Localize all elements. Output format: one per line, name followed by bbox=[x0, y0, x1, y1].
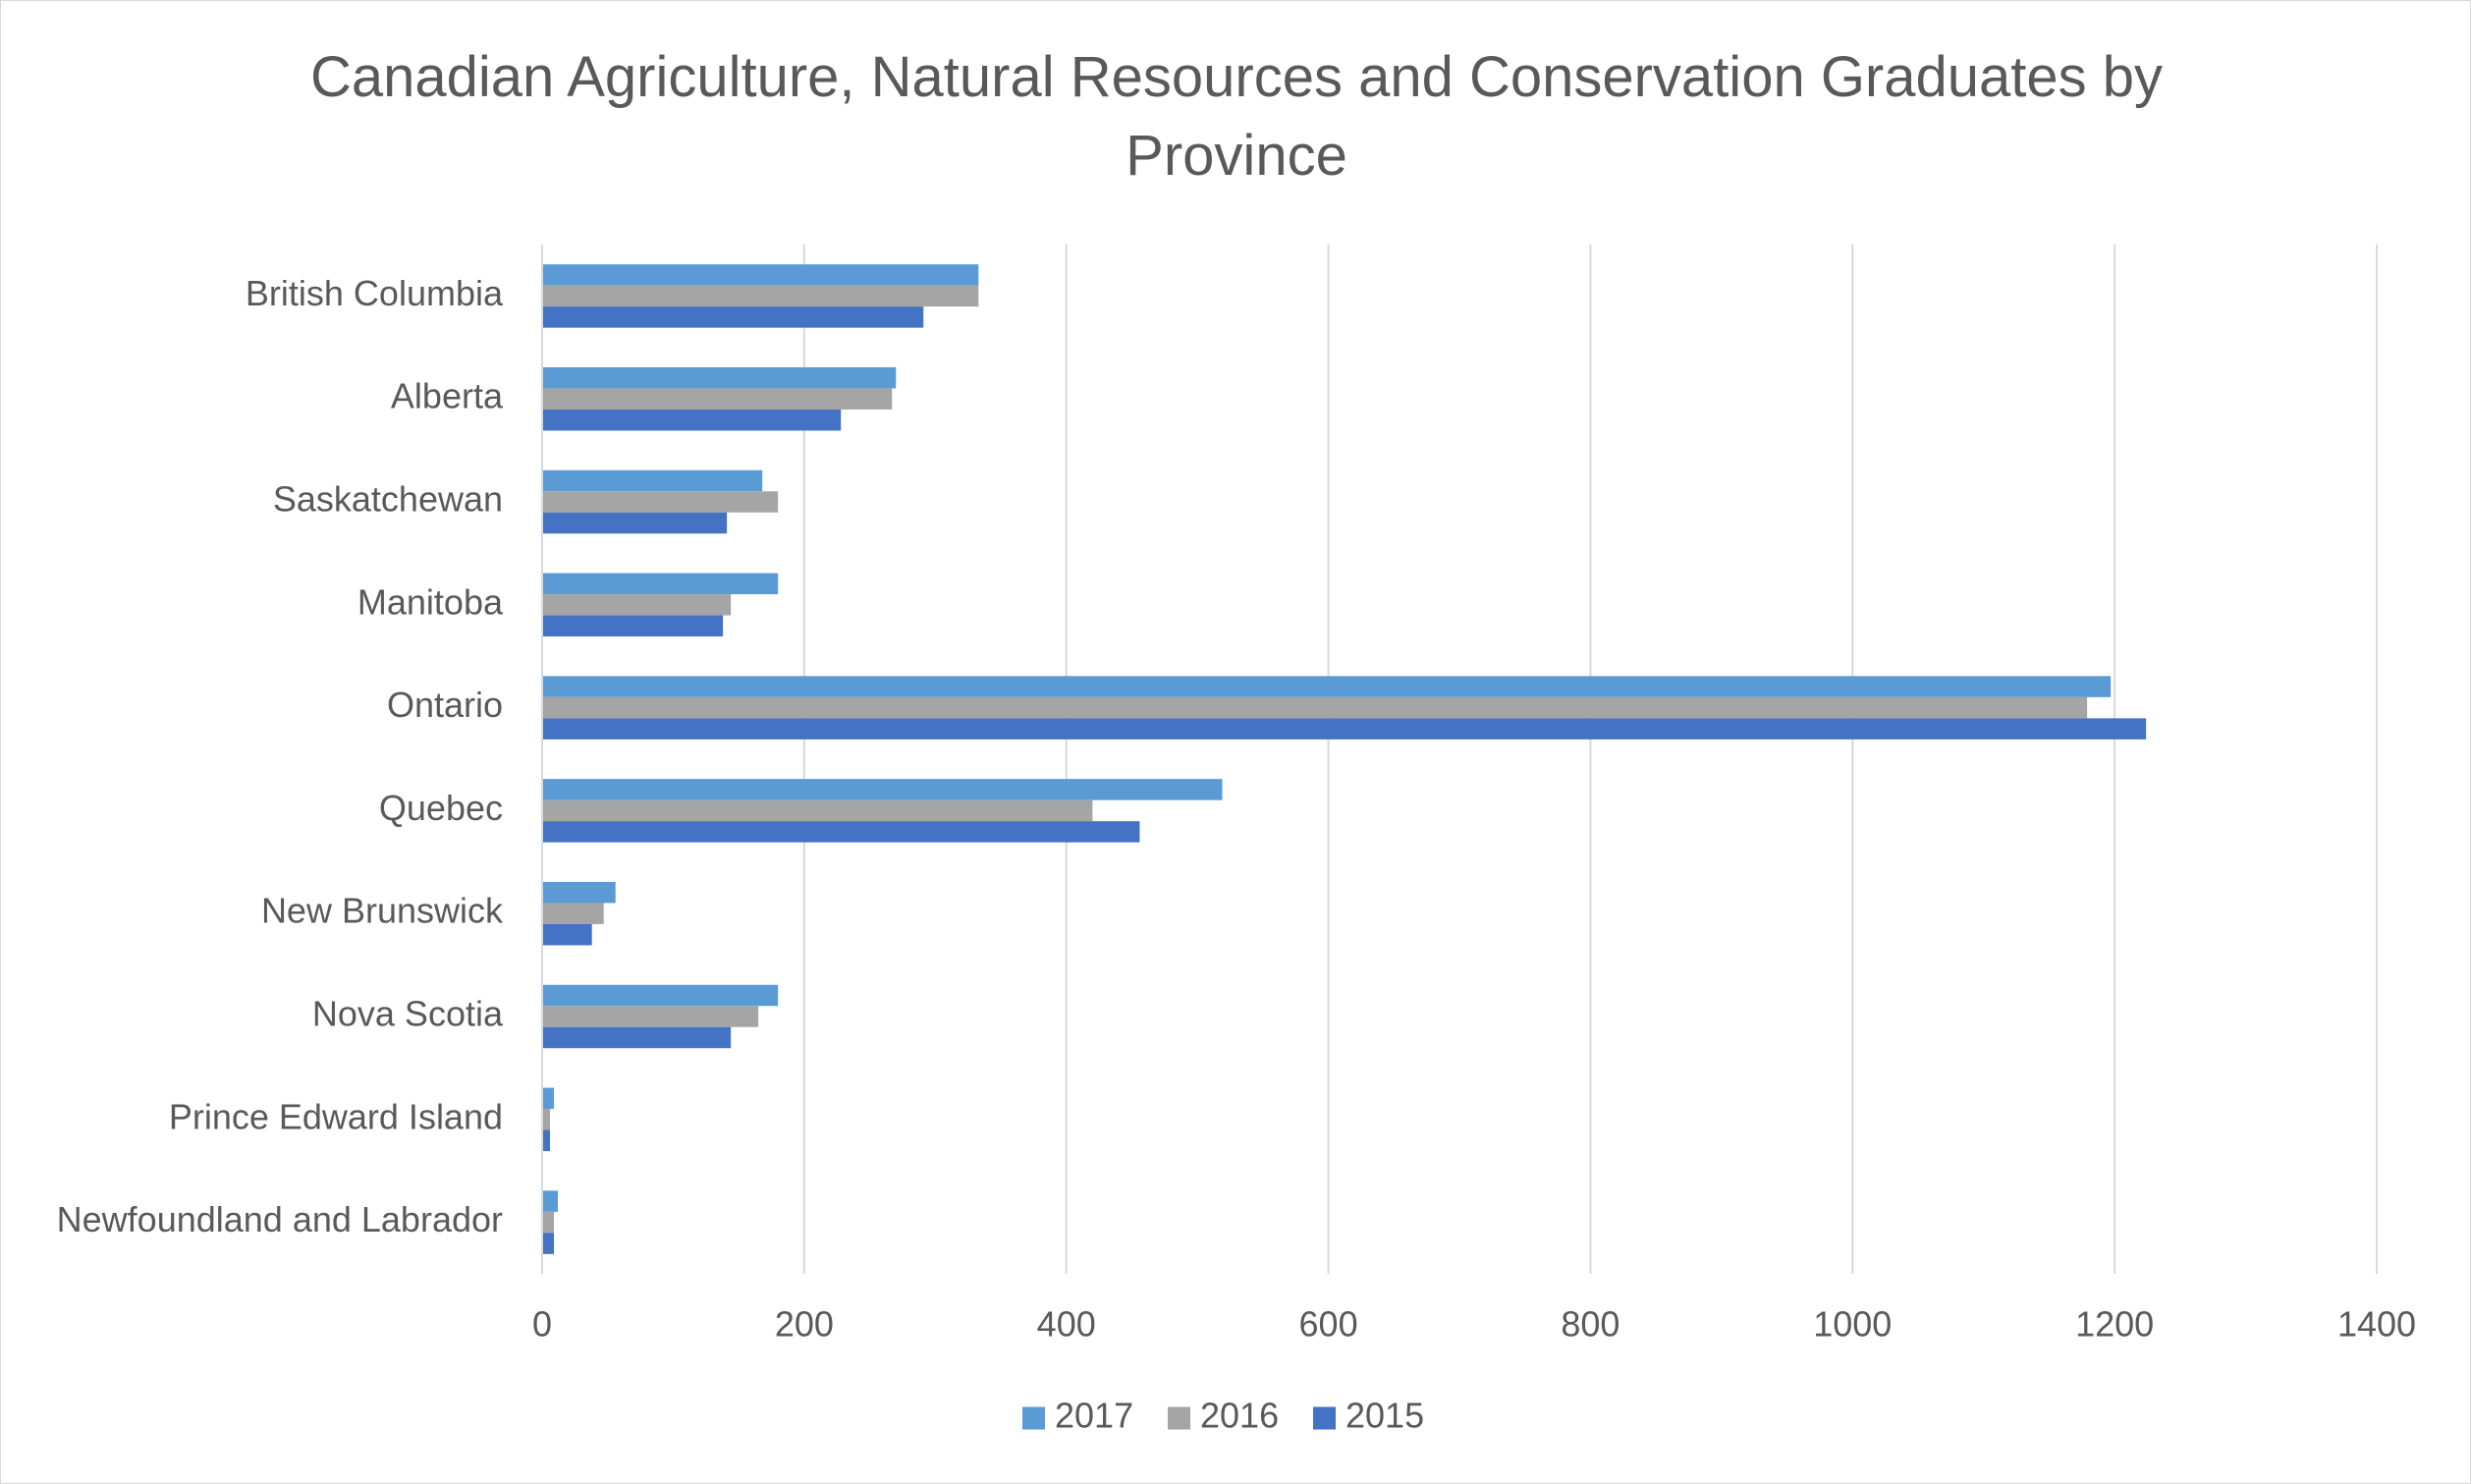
bar-2016-7 bbox=[542, 1006, 759, 1027]
bar-2017-8 bbox=[542, 1087, 555, 1110]
x-tick-label: 1000 bbox=[1813, 1304, 1892, 1345]
bar-2016-6 bbox=[542, 903, 604, 924]
bar-2015-6 bbox=[542, 923, 592, 946]
legend-label-2016: 2016 bbox=[1200, 1396, 1279, 1436]
legend-swatch-2016 bbox=[1168, 1406, 1190, 1430]
x-tick-label: 1200 bbox=[2075, 1304, 2154, 1345]
legend-label-2015: 2015 bbox=[1345, 1396, 1424, 1436]
bar-2017-0 bbox=[542, 264, 979, 286]
category-label: Nova Scotia bbox=[312, 994, 504, 1034]
category-label: British Columbia bbox=[246, 273, 504, 313]
bar-2016-1 bbox=[542, 388, 893, 410]
bar-2017-7 bbox=[542, 984, 779, 1007]
category-label: Alberta bbox=[391, 376, 504, 416]
bar-2017-9 bbox=[542, 1190, 559, 1212]
x-tick-label: 400 bbox=[1037, 1304, 1096, 1345]
x-tick-label: 800 bbox=[1561, 1304, 1620, 1345]
x-tick-label: 1400 bbox=[2337, 1304, 2416, 1345]
category-label: New Brunswick bbox=[261, 891, 504, 931]
bar-2017-6 bbox=[542, 881, 616, 904]
bar-2017-1 bbox=[542, 366, 897, 389]
bar-2017-5 bbox=[542, 779, 1223, 800]
category-label: Ontario bbox=[387, 685, 503, 725]
bar-2017-3 bbox=[542, 573, 779, 595]
bar-2015-2 bbox=[542, 512, 728, 534]
category-label: Manitoba bbox=[357, 581, 504, 622]
bar-2015-5 bbox=[542, 821, 1140, 843]
legend-swatch-2015 bbox=[1313, 1406, 1336, 1430]
x-tick-label: 200 bbox=[775, 1304, 834, 1345]
x-tick-label: 600 bbox=[1299, 1304, 1358, 1345]
bar-2016-9 bbox=[542, 1211, 555, 1234]
category-label: Newfoundland and Labrador bbox=[57, 1199, 503, 1239]
bar-2015-1 bbox=[542, 409, 842, 431]
bar-2016-4 bbox=[542, 696, 2088, 719]
x-tick-label: 0 bbox=[532, 1304, 552, 1345]
bar-2016-3 bbox=[542, 594, 732, 616]
bar-2017-4 bbox=[542, 676, 2112, 697]
bar-2016-0 bbox=[542, 285, 979, 307]
category-label: Saskatchewan bbox=[273, 479, 503, 520]
legend-label-2017: 2017 bbox=[1055, 1396, 1133, 1436]
bar-2015-0 bbox=[542, 306, 924, 328]
bar-2015-4 bbox=[542, 718, 2147, 740]
category-label: Quebec bbox=[379, 788, 503, 828]
legend-swatch-2017 bbox=[1022, 1406, 1045, 1430]
category-label: Prince Edward Island bbox=[169, 1096, 503, 1136]
bar-2016-5 bbox=[542, 799, 1093, 822]
bar-2016-8 bbox=[542, 1109, 551, 1130]
bar-2017-2 bbox=[542, 469, 763, 492]
bar-2015-9 bbox=[542, 1233, 555, 1254]
bar-2016-2 bbox=[542, 491, 779, 513]
bar-2015-3 bbox=[542, 615, 724, 637]
bar-2015-8 bbox=[542, 1129, 551, 1152]
chart-title: Canadian Agriculture, Natural Resources … bbox=[309, 45, 2164, 188]
bar-2015-7 bbox=[542, 1026, 732, 1049]
